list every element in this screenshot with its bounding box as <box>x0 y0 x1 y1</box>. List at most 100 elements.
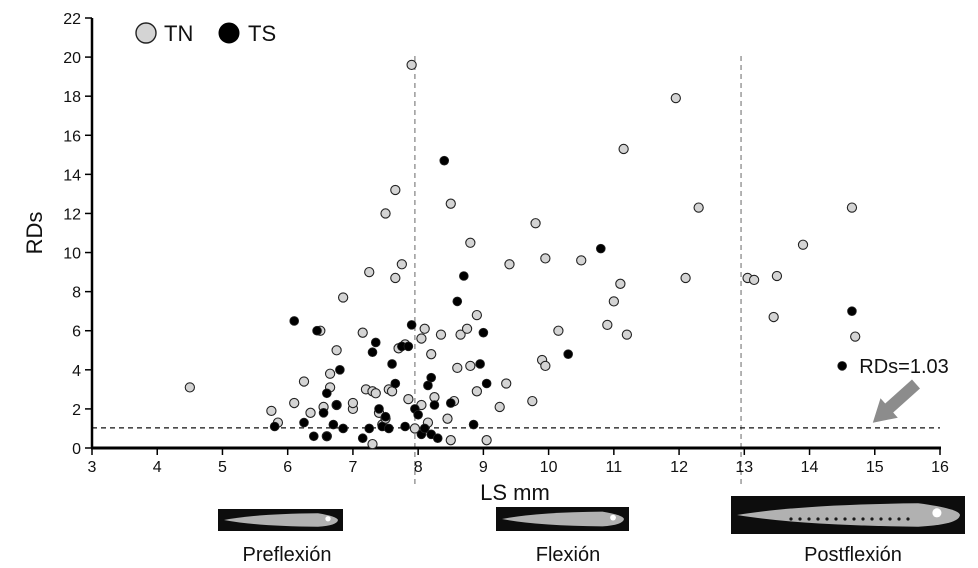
data-point-ts <box>481 378 492 389</box>
postflexion-larva-body <box>737 503 960 527</box>
y-tick-label: 14 <box>63 167 81 184</box>
data-point-tn <box>289 397 300 409</box>
postflexion-larva-spot <box>879 517 883 521</box>
data-point-tn <box>504 259 515 270</box>
y-tick-label: 12 <box>63 206 81 223</box>
legend-label-tn: TN <box>164 21 193 46</box>
data-point-tn <box>390 184 401 196</box>
x-tick-label: 13 <box>735 459 753 476</box>
data-point-tn <box>403 393 414 405</box>
postflexion-larva-spot <box>870 517 874 521</box>
data-point-tn <box>553 325 564 336</box>
data-point-tn <box>461 323 473 334</box>
data-point-tn <box>530 218 541 229</box>
data-point-tn <box>540 253 551 264</box>
postflexion-larva-spot <box>888 517 892 521</box>
data-point-ts <box>299 417 309 428</box>
data-point-ts <box>312 325 322 336</box>
postflexion-larva-spot <box>789 517 793 521</box>
data-point-ts <box>374 404 384 414</box>
data-point-ts <box>338 423 348 434</box>
data-point-tn <box>357 327 368 338</box>
data-point-tn <box>471 309 483 321</box>
data-point-tn <box>380 208 391 219</box>
preflexion-larva: Preflexión <box>218 509 343 566</box>
annotation-arrow <box>872 379 920 423</box>
threshold-annotation: RDs=1.03 <box>859 356 949 423</box>
data-point-tn <box>452 362 463 374</box>
axes <box>85 17 941 455</box>
x-tick-label: 9 <box>479 459 488 476</box>
data-point-ts <box>390 378 401 389</box>
x-tick-label: 6 <box>283 459 292 476</box>
data-point-tn <box>409 423 421 434</box>
stage-label-2: Flexión <box>536 544 600 566</box>
data-point-ts <box>478 327 489 338</box>
data-point-tn <box>846 202 858 213</box>
postflexion-larva-spot <box>852 517 856 521</box>
y-tick-label: 10 <box>63 246 81 263</box>
data-point-tn <box>680 272 691 284</box>
data-point-tn <box>797 239 809 250</box>
data-point-ts <box>847 306 857 316</box>
data-point-ts <box>445 398 456 408</box>
plot-area <box>92 56 940 488</box>
data-point-tn <box>370 388 381 399</box>
postflexion-larva-spot <box>798 517 802 521</box>
data-point-tn <box>465 237 476 248</box>
data-point-ts <box>335 365 345 375</box>
data-point-tn <box>406 59 417 71</box>
data-point-tn <box>266 405 277 417</box>
y-tick-label: 18 <box>63 89 81 106</box>
data-point-ts <box>406 320 417 330</box>
data-point-ts <box>595 243 606 254</box>
y-tick-label: 6 <box>72 324 81 341</box>
data-point-ts <box>322 431 332 442</box>
legend-marker-tn <box>135 22 157 44</box>
x-tick-label: 8 <box>414 459 423 476</box>
x-tick-label: 11 <box>606 459 623 476</box>
data-point-ts <box>426 372 437 383</box>
data-point-tn <box>347 397 359 409</box>
data-point-tn <box>426 349 437 360</box>
data-point-ts <box>380 411 391 422</box>
developmental-stages: Preflexión Flexión Postflexión <box>218 496 965 566</box>
data-point-tn <box>471 386 483 397</box>
data-point-ts <box>289 316 300 326</box>
data-point-tn <box>771 270 783 282</box>
data-point-tn <box>364 266 375 278</box>
data-point-ts <box>439 155 450 166</box>
data-point-tn <box>693 202 704 213</box>
data-point-tn <box>367 438 378 450</box>
tick-labels: 3 4 5 6 7 8 9 10 11 12 13 14 15 16 0 2 4 6 8 10 12 14 16 18 20 22 <box>63 11 949 476</box>
postflexion-larva-spot <box>825 517 829 521</box>
legend: TN TS <box>135 21 276 46</box>
postflexion-larva-spot <box>816 517 820 521</box>
data-point-tn <box>608 296 619 307</box>
data-point-ts <box>563 349 573 359</box>
data-point-tn <box>850 331 861 342</box>
flexion-larva-body <box>502 511 624 527</box>
y-tick-label: 4 <box>72 363 81 380</box>
legend-label-ts: TS <box>248 21 276 46</box>
data-points <box>184 59 861 450</box>
data-point-ts <box>400 421 410 432</box>
data-point-tn <box>298 376 310 387</box>
data-point-tn <box>305 407 316 418</box>
stage-label-3: Postflexión <box>804 544 902 566</box>
data-point-tn <box>419 323 430 334</box>
data-point-ts <box>387 359 397 369</box>
data-point-tn <box>455 329 466 340</box>
postflexion-larva-spot <box>861 517 865 521</box>
stage-label-1: Preflexión <box>243 544 332 566</box>
data-point-tn <box>501 378 512 389</box>
x-tick-label: 7 <box>348 459 357 476</box>
x-tick-label: 12 <box>670 459 688 476</box>
data-point-ts <box>370 337 381 348</box>
x-axis-title: LS mm <box>480 480 550 505</box>
y-tick-label: 0 <box>72 441 81 458</box>
data-point-ts <box>357 433 368 444</box>
data-point-ts <box>383 423 394 434</box>
data-point-ts <box>419 423 430 434</box>
